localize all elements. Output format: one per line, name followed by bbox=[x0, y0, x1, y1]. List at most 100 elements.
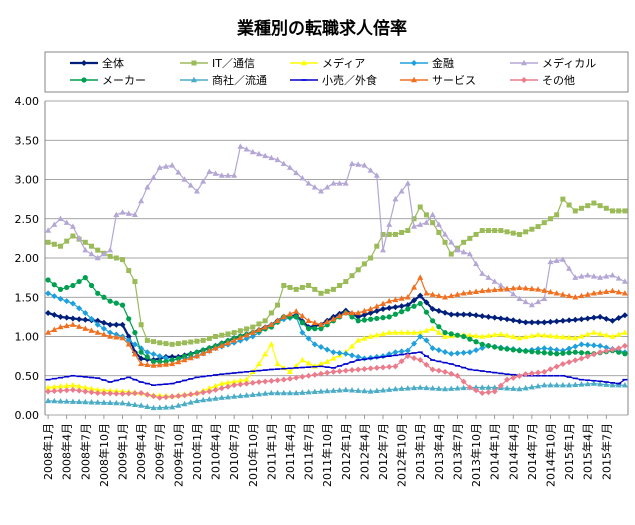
data-point bbox=[150, 362, 157, 368]
series-メディカル bbox=[45, 143, 628, 308]
data-point bbox=[361, 335, 368, 341]
data-point bbox=[541, 295, 548, 302]
data-point bbox=[404, 180, 411, 186]
data-point bbox=[100, 390, 107, 397]
data-point bbox=[324, 318, 331, 325]
series-line bbox=[47, 276, 626, 367]
data-point bbox=[355, 387, 362, 393]
data-point bbox=[467, 235, 473, 241]
data-point bbox=[609, 287, 616, 294]
data-point bbox=[603, 205, 609, 211]
data-point bbox=[454, 372, 461, 379]
x-tick-label: 2013年7月 bbox=[450, 423, 464, 480]
data-point bbox=[417, 274, 424, 280]
data-point bbox=[491, 286, 498, 293]
y-tick-label: 0.50 bbox=[15, 370, 40, 383]
data-point bbox=[69, 381, 76, 388]
data-point bbox=[126, 316, 132, 322]
data-point bbox=[367, 167, 374, 173]
data-point bbox=[616, 349, 622, 355]
data-point bbox=[535, 319, 542, 326]
data-point bbox=[355, 309, 362, 316]
data-point bbox=[169, 357, 175, 363]
data-point bbox=[479, 390, 486, 397]
data-point bbox=[454, 350, 461, 357]
data-point bbox=[429, 211, 436, 218]
data-point bbox=[156, 353, 163, 360]
data-point bbox=[448, 292, 455, 299]
data-point bbox=[88, 399, 95, 405]
data-point bbox=[101, 294, 107, 300]
data-point bbox=[125, 333, 132, 340]
data-point bbox=[368, 255, 374, 261]
data-point bbox=[547, 366, 554, 373]
data-point bbox=[51, 388, 58, 395]
series-その他 bbox=[45, 342, 628, 401]
data-point bbox=[274, 389, 281, 396]
data-point bbox=[45, 290, 52, 297]
data-point bbox=[51, 282, 57, 288]
data-point bbox=[200, 178, 207, 184]
data-point bbox=[299, 373, 306, 380]
data-point bbox=[553, 333, 560, 339]
data-point bbox=[169, 393, 176, 400]
data-point bbox=[485, 287, 492, 293]
data-point bbox=[522, 371, 529, 378]
data-point bbox=[485, 343, 492, 349]
data-point bbox=[436, 229, 442, 235]
legend-item: 全体 bbox=[70, 56, 124, 70]
data-point bbox=[566, 317, 573, 324]
data-point bbox=[57, 323, 64, 330]
data-point bbox=[510, 374, 517, 381]
data-point bbox=[541, 350, 547, 356]
data-point bbox=[64, 238, 70, 244]
data-point bbox=[498, 228, 504, 234]
data-point bbox=[386, 386, 393, 392]
data-point bbox=[355, 313, 362, 320]
data-point bbox=[609, 346, 616, 353]
data-point bbox=[566, 202, 572, 208]
data-point bbox=[305, 180, 312, 186]
data-point bbox=[237, 381, 244, 388]
y-tick-label: 3.00 bbox=[15, 174, 40, 187]
data-point bbox=[448, 385, 455, 391]
data-point bbox=[504, 376, 511, 383]
data-point bbox=[51, 326, 58, 333]
data-point bbox=[535, 331, 542, 338]
data-point bbox=[64, 284, 70, 291]
x-tick-label: 2012年10月 bbox=[395, 423, 409, 487]
data-point bbox=[590, 273, 597, 279]
data-point bbox=[206, 347, 213, 354]
data-point bbox=[81, 60, 87, 66]
data-point bbox=[311, 184, 318, 190]
data-point bbox=[528, 301, 535, 308]
data-point bbox=[535, 369, 542, 376]
data-point bbox=[597, 313, 604, 320]
data-point bbox=[404, 294, 411, 300]
data-point bbox=[566, 359, 573, 366]
data-point bbox=[175, 169, 182, 175]
data-point bbox=[181, 356, 188, 363]
data-point bbox=[621, 381, 628, 388]
data-point bbox=[392, 329, 399, 335]
data-point bbox=[131, 401, 138, 407]
y-tick-label: 1.00 bbox=[15, 331, 40, 344]
data-point bbox=[224, 379, 231, 385]
data-point bbox=[510, 317, 517, 324]
data-point bbox=[485, 228, 491, 234]
data-point bbox=[436, 324, 442, 330]
data-point bbox=[243, 146, 250, 152]
data-point bbox=[324, 288, 330, 294]
data-point bbox=[560, 350, 566, 356]
data-point bbox=[411, 384, 418, 391]
data-point bbox=[572, 294, 579, 300]
data-point bbox=[138, 322, 144, 328]
data-point bbox=[57, 387, 64, 394]
data-point bbox=[119, 390, 126, 397]
data-point bbox=[423, 299, 430, 306]
data-point bbox=[280, 376, 287, 383]
data-point bbox=[585, 350, 591, 356]
data-point bbox=[578, 273, 585, 279]
data-point bbox=[88, 389, 95, 396]
data-point bbox=[615, 331, 622, 337]
